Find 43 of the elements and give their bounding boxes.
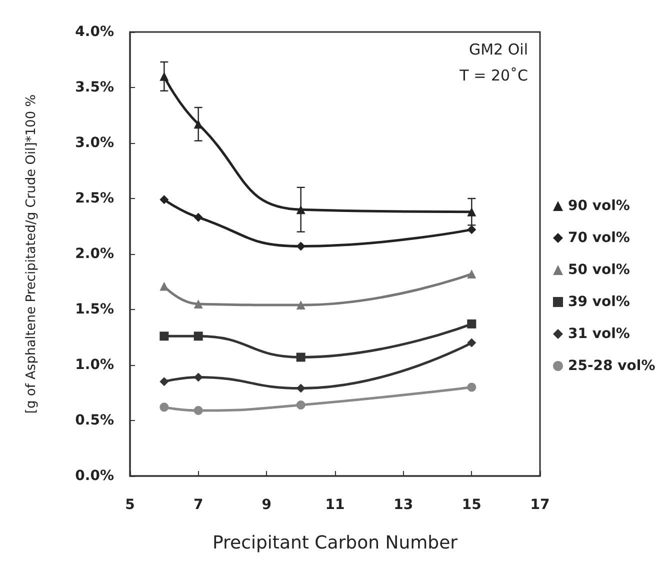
legend-label: 50 vol% xyxy=(568,262,630,278)
point xyxy=(467,338,476,348)
x-tick-label: 7 xyxy=(193,497,204,513)
y-axis-title: [g of Asphaltene Precipitated/g Crude Oil]*100 % xyxy=(24,94,39,414)
annotation: GM2 Oil xyxy=(468,40,528,58)
x-tick-label: 17 xyxy=(530,497,550,513)
point xyxy=(160,195,169,204)
annotation: T = 20˚C xyxy=(458,66,528,84)
y-tick-label: 0.5% xyxy=(75,412,114,428)
y-tick-label: 2.5% xyxy=(75,190,114,206)
point xyxy=(160,332,169,341)
x-tick-label: 9 xyxy=(262,497,272,513)
y-tick-label: 4.0% xyxy=(75,24,114,40)
x-tick-label: 13 xyxy=(394,497,414,513)
point xyxy=(160,377,169,386)
legend-label: 25-28 vol% xyxy=(568,358,656,374)
point xyxy=(194,299,203,308)
point xyxy=(467,319,476,328)
legend-label: 90 vol% xyxy=(568,198,630,214)
point xyxy=(194,406,203,416)
point xyxy=(467,225,476,234)
y-tick-label: 0.0% xyxy=(75,468,114,484)
legend-label: 39 vol% xyxy=(568,294,630,310)
x-axis-title: Precipitant Carbon Number xyxy=(212,532,458,554)
y-tick-label: 1.0% xyxy=(75,357,114,373)
point xyxy=(194,372,203,382)
point xyxy=(467,269,476,278)
y-tick-label: 3.0% xyxy=(75,135,114,151)
y-tick-label: 1.5% xyxy=(75,302,114,318)
point xyxy=(296,300,306,310)
point xyxy=(467,382,476,392)
x-tick-label: 11 xyxy=(325,497,345,513)
point xyxy=(296,352,306,362)
point xyxy=(194,332,203,341)
point xyxy=(194,212,203,222)
point xyxy=(160,402,169,412)
y-tick-label: 2.0% xyxy=(75,246,114,262)
x-tick-label: 15 xyxy=(462,497,482,513)
point xyxy=(296,400,306,410)
legend-label: 70 vol% xyxy=(568,230,630,246)
y-tick-label: 3.5% xyxy=(75,80,114,96)
legend-label: 31 vol% xyxy=(568,326,630,342)
x-tick-label: 5 xyxy=(125,497,135,513)
